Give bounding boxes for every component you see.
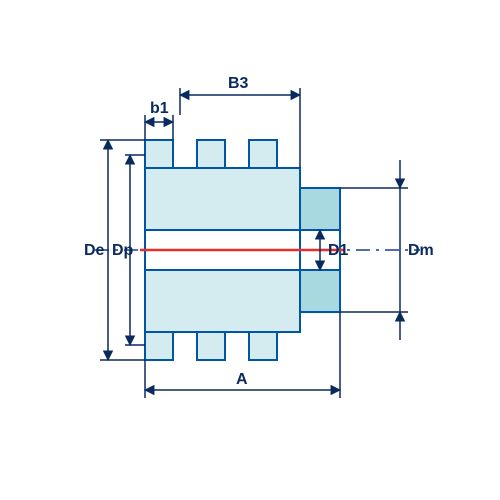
label-B3: B3 [228,75,249,92]
label-A: A [236,371,248,388]
label-Dm: Dm [408,242,434,259]
label-b1: b1 [150,100,169,117]
sprocket-cross-section-diagram: b1 B3 A De Dp D1 Dm [0,0,500,500]
dim-b1: b1 [145,100,173,140]
label-D1: D1 [328,242,349,259]
label-Dp: Dp [112,242,134,259]
label-De: De [84,242,105,259]
